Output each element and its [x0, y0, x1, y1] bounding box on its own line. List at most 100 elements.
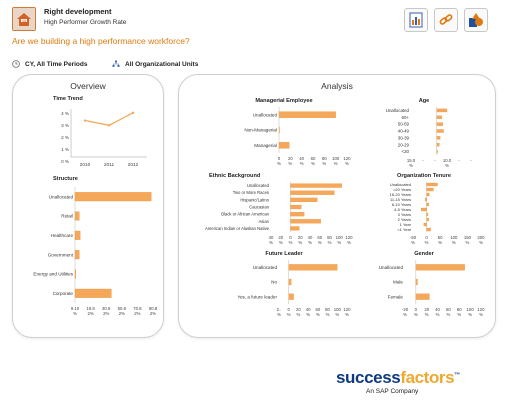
link-button[interactable] — [434, 8, 458, 32]
tick-label: 100 — [467, 307, 475, 312]
bar[interactable] — [425, 197, 427, 202]
clock-icon — [12, 60, 20, 68]
tick-label: - — [470, 158, 472, 163]
bar[interactable] — [436, 149, 438, 154]
bar[interactable] — [290, 197, 318, 202]
bar[interactable] — [426, 192, 430, 197]
tick-label: 80 — [325, 307, 330, 312]
app-icon: 48 — [12, 7, 36, 31]
bar[interactable] — [415, 278, 418, 286]
data-point[interactable] — [107, 124, 111, 127]
category-label: 2 Years — [398, 217, 411, 222]
tick-label: % — [479, 312, 483, 317]
bar[interactable] — [436, 129, 444, 133]
tick-label: % — [288, 161, 292, 166]
bar[interactable] — [74, 230, 81, 240]
bar[interactable] — [426, 227, 431, 232]
bar[interactable] — [278, 111, 336, 118]
page-title: Right development — [44, 7, 112, 16]
link-icon — [439, 14, 453, 25]
category-label: Healthcare — [51, 233, 74, 238]
logo-accent-text: factors — [400, 368, 455, 387]
bar[interactable] — [426, 202, 429, 207]
bar[interactable] — [290, 212, 305, 217]
bar[interactable] — [74, 250, 80, 260]
bar[interactable] — [290, 190, 335, 195]
category-label: Caucasian — [249, 204, 269, 209]
tick-label: 40 — [269, 235, 274, 240]
tick-label: 60 — [311, 156, 316, 161]
tick-label: % — [277, 161, 281, 166]
bar[interactable] — [415, 264, 465, 271]
successfactors-logo: successfactors™ — [336, 368, 460, 388]
data-point[interactable] — [83, 119, 87, 122]
org-units-filter[interactable]: All Organizational Units — [112, 60, 198, 68]
bar[interactable] — [436, 136, 441, 140]
tick-label: 50.8 — [118, 306, 127, 311]
tick-label: 2% — [150, 311, 156, 316]
bar[interactable] — [74, 269, 77, 279]
tick-label: 150 — [464, 235, 472, 240]
tick-label: 0 — [278, 156, 281, 161]
tick-label: % — [479, 240, 483, 245]
overview-panel: Overview Time Trend 4 % 3 % 2 % 1 % 0 % 2010 2… — [12, 74, 164, 338]
tick-label: % — [316, 312, 320, 317]
tick-label: % — [308, 240, 312, 245]
period-filter[interactable]: CY, All Time Periods — [12, 60, 88, 68]
bar[interactable] — [436, 122, 443, 126]
bar[interactable] — [423, 222, 427, 227]
shapes-button[interactable] — [464, 8, 488, 32]
bar[interactable] — [288, 264, 338, 271]
report-button[interactable] — [404, 8, 428, 32]
category-label: Unallocated — [253, 112, 278, 117]
tick-label: % — [335, 312, 339, 317]
tick-label: % — [465, 240, 469, 245]
bar[interactable] — [290, 219, 321, 224]
tick-label: - — [434, 158, 436, 163]
question-heading: Are we building a high performance workf… — [12, 36, 190, 46]
bar[interactable] — [436, 115, 443, 119]
bar[interactable] — [74, 211, 80, 221]
bar[interactable] — [290, 183, 342, 188]
page-subtitle: High Performer Growth Rate — [44, 19, 127, 26]
time-trend-chart: 4 % 3 % 2 % 1 % 0 % 2010 2011 2012 — [61, 109, 147, 168]
category-label: Black or African American — [221, 212, 269, 217]
analysis-panel: Analysis Managerial Employee Unallocated… — [178, 74, 496, 338]
structure-chart: Unallocated Retail Healthcare Government Ene… — [33, 187, 158, 316]
bar[interactable] — [288, 278, 292, 286]
bar[interactable] — [278, 142, 290, 149]
future-leader-title: Future Leader — [265, 251, 303, 257]
logo-subtitle: An SAP Company — [366, 388, 419, 395]
bar[interactable] — [415, 293, 430, 300]
tick-label: % — [345, 312, 349, 317]
tick-label: 60 — [446, 307, 451, 312]
bar[interactable] — [436, 143, 440, 147]
tick-label: % — [73, 311, 77, 316]
bar[interactable] — [426, 217, 429, 222]
bar[interactable] — [290, 204, 302, 210]
bar[interactable] — [288, 293, 294, 300]
category-label: Non-Managerial — [244, 128, 277, 133]
tick-label: 70.8 — [133, 306, 142, 311]
category-label: 20-29 — [398, 142, 410, 147]
bar[interactable] — [74, 192, 152, 202]
bar[interactable] — [426, 182, 438, 187]
bar[interactable] — [290, 226, 300, 231]
bar[interactable] — [426, 212, 429, 217]
bar[interactable] — [278, 126, 280, 134]
category-label: No — [271, 280, 277, 285]
category-label: Male — [393, 280, 403, 285]
data-point[interactable] — [131, 111, 135, 115]
category-label: 30-39 — [398, 135, 410, 140]
bar[interactable] — [436, 108, 448, 113]
analysis-title: Analysis — [321, 81, 353, 91]
category-label: Unallocated — [247, 183, 270, 188]
bar[interactable] — [426, 187, 434, 192]
bar[interactable] — [74, 288, 112, 298]
svg-text:48: 48 — [22, 18, 27, 23]
tick-label: % — [445, 163, 449, 168]
bar[interactable] — [421, 207, 427, 212]
tick-label: 100 — [336, 235, 344, 240]
tick-label: % — [311, 161, 315, 166]
